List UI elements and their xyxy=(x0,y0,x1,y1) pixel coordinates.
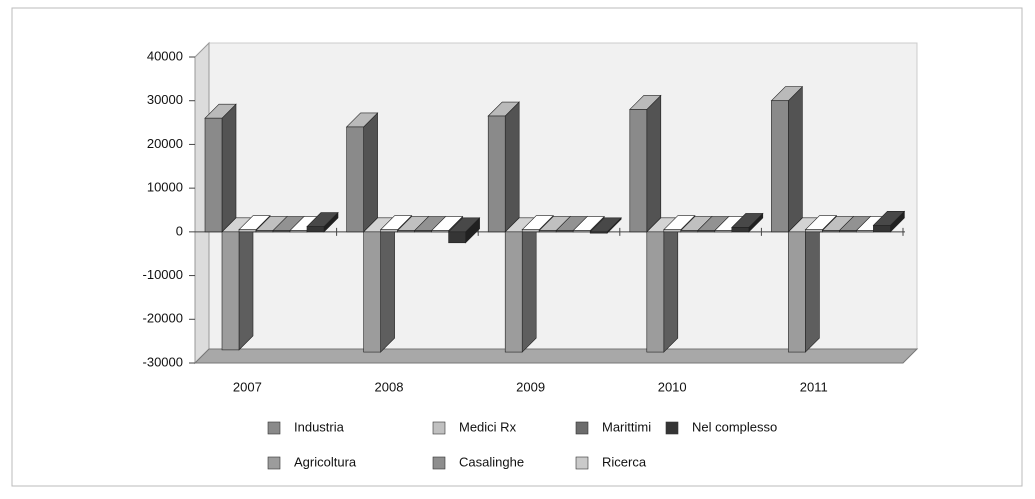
legend-swatch xyxy=(575,456,589,470)
bar-front xyxy=(204,117,223,233)
bar-side xyxy=(504,101,520,233)
bar-front xyxy=(521,229,540,233)
legend-swatch xyxy=(432,456,446,470)
bar-side xyxy=(805,217,820,353)
bar xyxy=(221,217,254,351)
legend-swatch xyxy=(575,421,589,435)
bar xyxy=(731,212,764,233)
bar xyxy=(504,217,537,353)
bar-front xyxy=(414,230,432,233)
legend-label: Casalinghe xyxy=(459,454,524,469)
floor xyxy=(193,348,919,364)
legend-label: Ricerca xyxy=(602,454,647,469)
bar xyxy=(646,217,679,353)
legend-label: Nel complesso xyxy=(692,419,777,434)
bar-front xyxy=(589,231,608,234)
legend-swatch xyxy=(432,421,446,435)
bar-front xyxy=(663,229,682,233)
bar-front xyxy=(306,226,325,233)
bar-side xyxy=(363,112,378,233)
bar-side xyxy=(221,103,237,233)
bar-front xyxy=(272,230,291,233)
bar-front xyxy=(572,230,591,233)
bar-front xyxy=(238,229,257,233)
bar-front xyxy=(805,229,823,233)
bar-front xyxy=(771,100,789,233)
bar-front xyxy=(221,231,240,351)
x-tick-label: 2008 xyxy=(375,379,404,394)
y-tick-label: 0 xyxy=(176,223,183,238)
bar-front xyxy=(839,230,857,233)
bar-front xyxy=(487,115,506,233)
bar-front xyxy=(680,230,699,233)
bar-side xyxy=(788,85,803,233)
bar-front xyxy=(363,231,381,353)
y-tick-label: -20000 xyxy=(143,311,183,326)
bar xyxy=(487,101,520,233)
y-tick-label: 40000 xyxy=(147,48,183,63)
bar-front xyxy=(380,229,398,233)
bar xyxy=(345,112,379,233)
bar xyxy=(770,85,804,233)
bar-front xyxy=(448,231,466,244)
y-tick-label: 30000 xyxy=(147,92,183,107)
bar-front xyxy=(555,230,574,233)
y-tick-label: 20000 xyxy=(147,136,183,151)
bar-front xyxy=(504,231,523,353)
bar-front xyxy=(255,230,274,233)
legend-label: Industria xyxy=(294,419,345,434)
bar-front xyxy=(856,230,874,233)
bar xyxy=(629,94,662,233)
y-tick-label: -30000 xyxy=(143,354,183,369)
bar xyxy=(872,210,906,233)
bar xyxy=(306,211,339,233)
legend-swatch xyxy=(267,456,281,470)
legend-swatch xyxy=(665,421,679,435)
bar-side xyxy=(380,217,395,353)
bar xyxy=(362,217,396,353)
x-tick-label: 2007 xyxy=(233,379,262,394)
bar xyxy=(589,217,622,234)
x-tick-label: 2010 xyxy=(658,379,687,394)
bar-front xyxy=(697,230,716,233)
bar-front xyxy=(397,230,415,233)
bar-side xyxy=(646,94,662,233)
bar-front xyxy=(873,225,891,233)
bar-front xyxy=(538,230,557,233)
legend-label: Medici Rx xyxy=(459,419,517,434)
bar-front xyxy=(646,231,665,353)
bar-front xyxy=(714,230,733,233)
bar-front xyxy=(431,230,449,233)
x-tick-label: 2009 xyxy=(516,379,545,394)
bar xyxy=(204,103,237,233)
y-tick-label: 10000 xyxy=(147,180,183,195)
legend-label: Marittimi xyxy=(602,419,651,434)
legend-label: Agricoltura xyxy=(294,454,357,469)
bar xyxy=(447,217,481,244)
bar-front xyxy=(289,230,308,233)
bar-front xyxy=(346,126,364,233)
bar-front xyxy=(629,109,648,233)
bar xyxy=(787,217,821,353)
bar-side xyxy=(663,217,679,353)
x-tick-label: 2011 xyxy=(800,379,828,394)
bar-front xyxy=(822,230,840,233)
bar-front xyxy=(731,227,750,233)
bar-front xyxy=(788,231,806,353)
y-tick-label: -10000 xyxy=(143,267,183,282)
legend-swatch xyxy=(267,421,281,435)
bar-side xyxy=(521,217,537,353)
bar-side xyxy=(238,217,254,351)
